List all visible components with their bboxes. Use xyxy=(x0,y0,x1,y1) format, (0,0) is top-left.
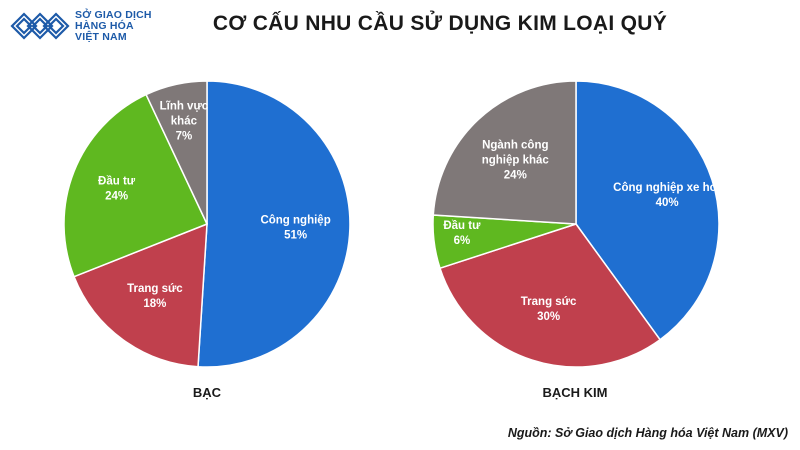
source-note: Nguồn: Sở Giao dịch Hàng hóa Việt Nam (M… xyxy=(507,426,788,440)
logo-line-3: VIỆT NAM xyxy=(75,30,127,43)
slice-industry xyxy=(197,80,351,368)
slice-other-industry-label: Ngành công nghiệp khác 24% xyxy=(482,139,550,181)
pie-chart-silver: Công nghiệp 51% Trang sức 18% Đầu tư 24% Lĩnh … xyxy=(63,80,351,368)
slice-jewelry-label: Trang sức 18% xyxy=(127,283,183,310)
slice-investment-label: Đầu tư 24% xyxy=(98,176,136,203)
slice-other-label: Lĩnh vực khác 7% xyxy=(160,101,209,143)
logo-line-2: HÀNG HÓA xyxy=(75,19,134,32)
chart-title-platinum: BẠCH KIM xyxy=(542,385,608,400)
logo: SỞ GIAO DỊCH HÀNG HÓA VIỆT NAM xyxy=(8,8,152,44)
page-title: CƠ CẤU NHU CẦU SỬ DỤNG KIM LOẠI QUÝ xyxy=(212,12,668,35)
slice-industry-label: Công nghiệp 51% xyxy=(260,214,330,241)
slice-jewelry-label: Trang sức 30% xyxy=(521,296,577,323)
logo-text: SỞ GIAO DỊCH HÀNG HÓA VIỆT NAM xyxy=(75,8,152,43)
slice-jewelry xyxy=(439,223,662,368)
pie-chart-platinum: Công nghiệp xe hơi 40% Trang sức 30% Đầu tư 6… xyxy=(432,80,721,368)
slice-jewelry xyxy=(73,222,208,368)
slice-other-industry xyxy=(432,80,577,225)
slice-other xyxy=(145,80,208,225)
slice-investment xyxy=(63,93,209,278)
slice-investment-label: Đầu tư 6% xyxy=(443,220,481,247)
mxv-logo-icon xyxy=(10,12,70,40)
slice-auto-industry xyxy=(575,80,720,341)
slice-auto-industry-label: Công nghiệp xe hơi 40% xyxy=(613,182,721,209)
chart-title-silver: BẠC xyxy=(192,385,222,400)
logo-line-1: SỞ GIAO DỊCH xyxy=(75,8,152,21)
